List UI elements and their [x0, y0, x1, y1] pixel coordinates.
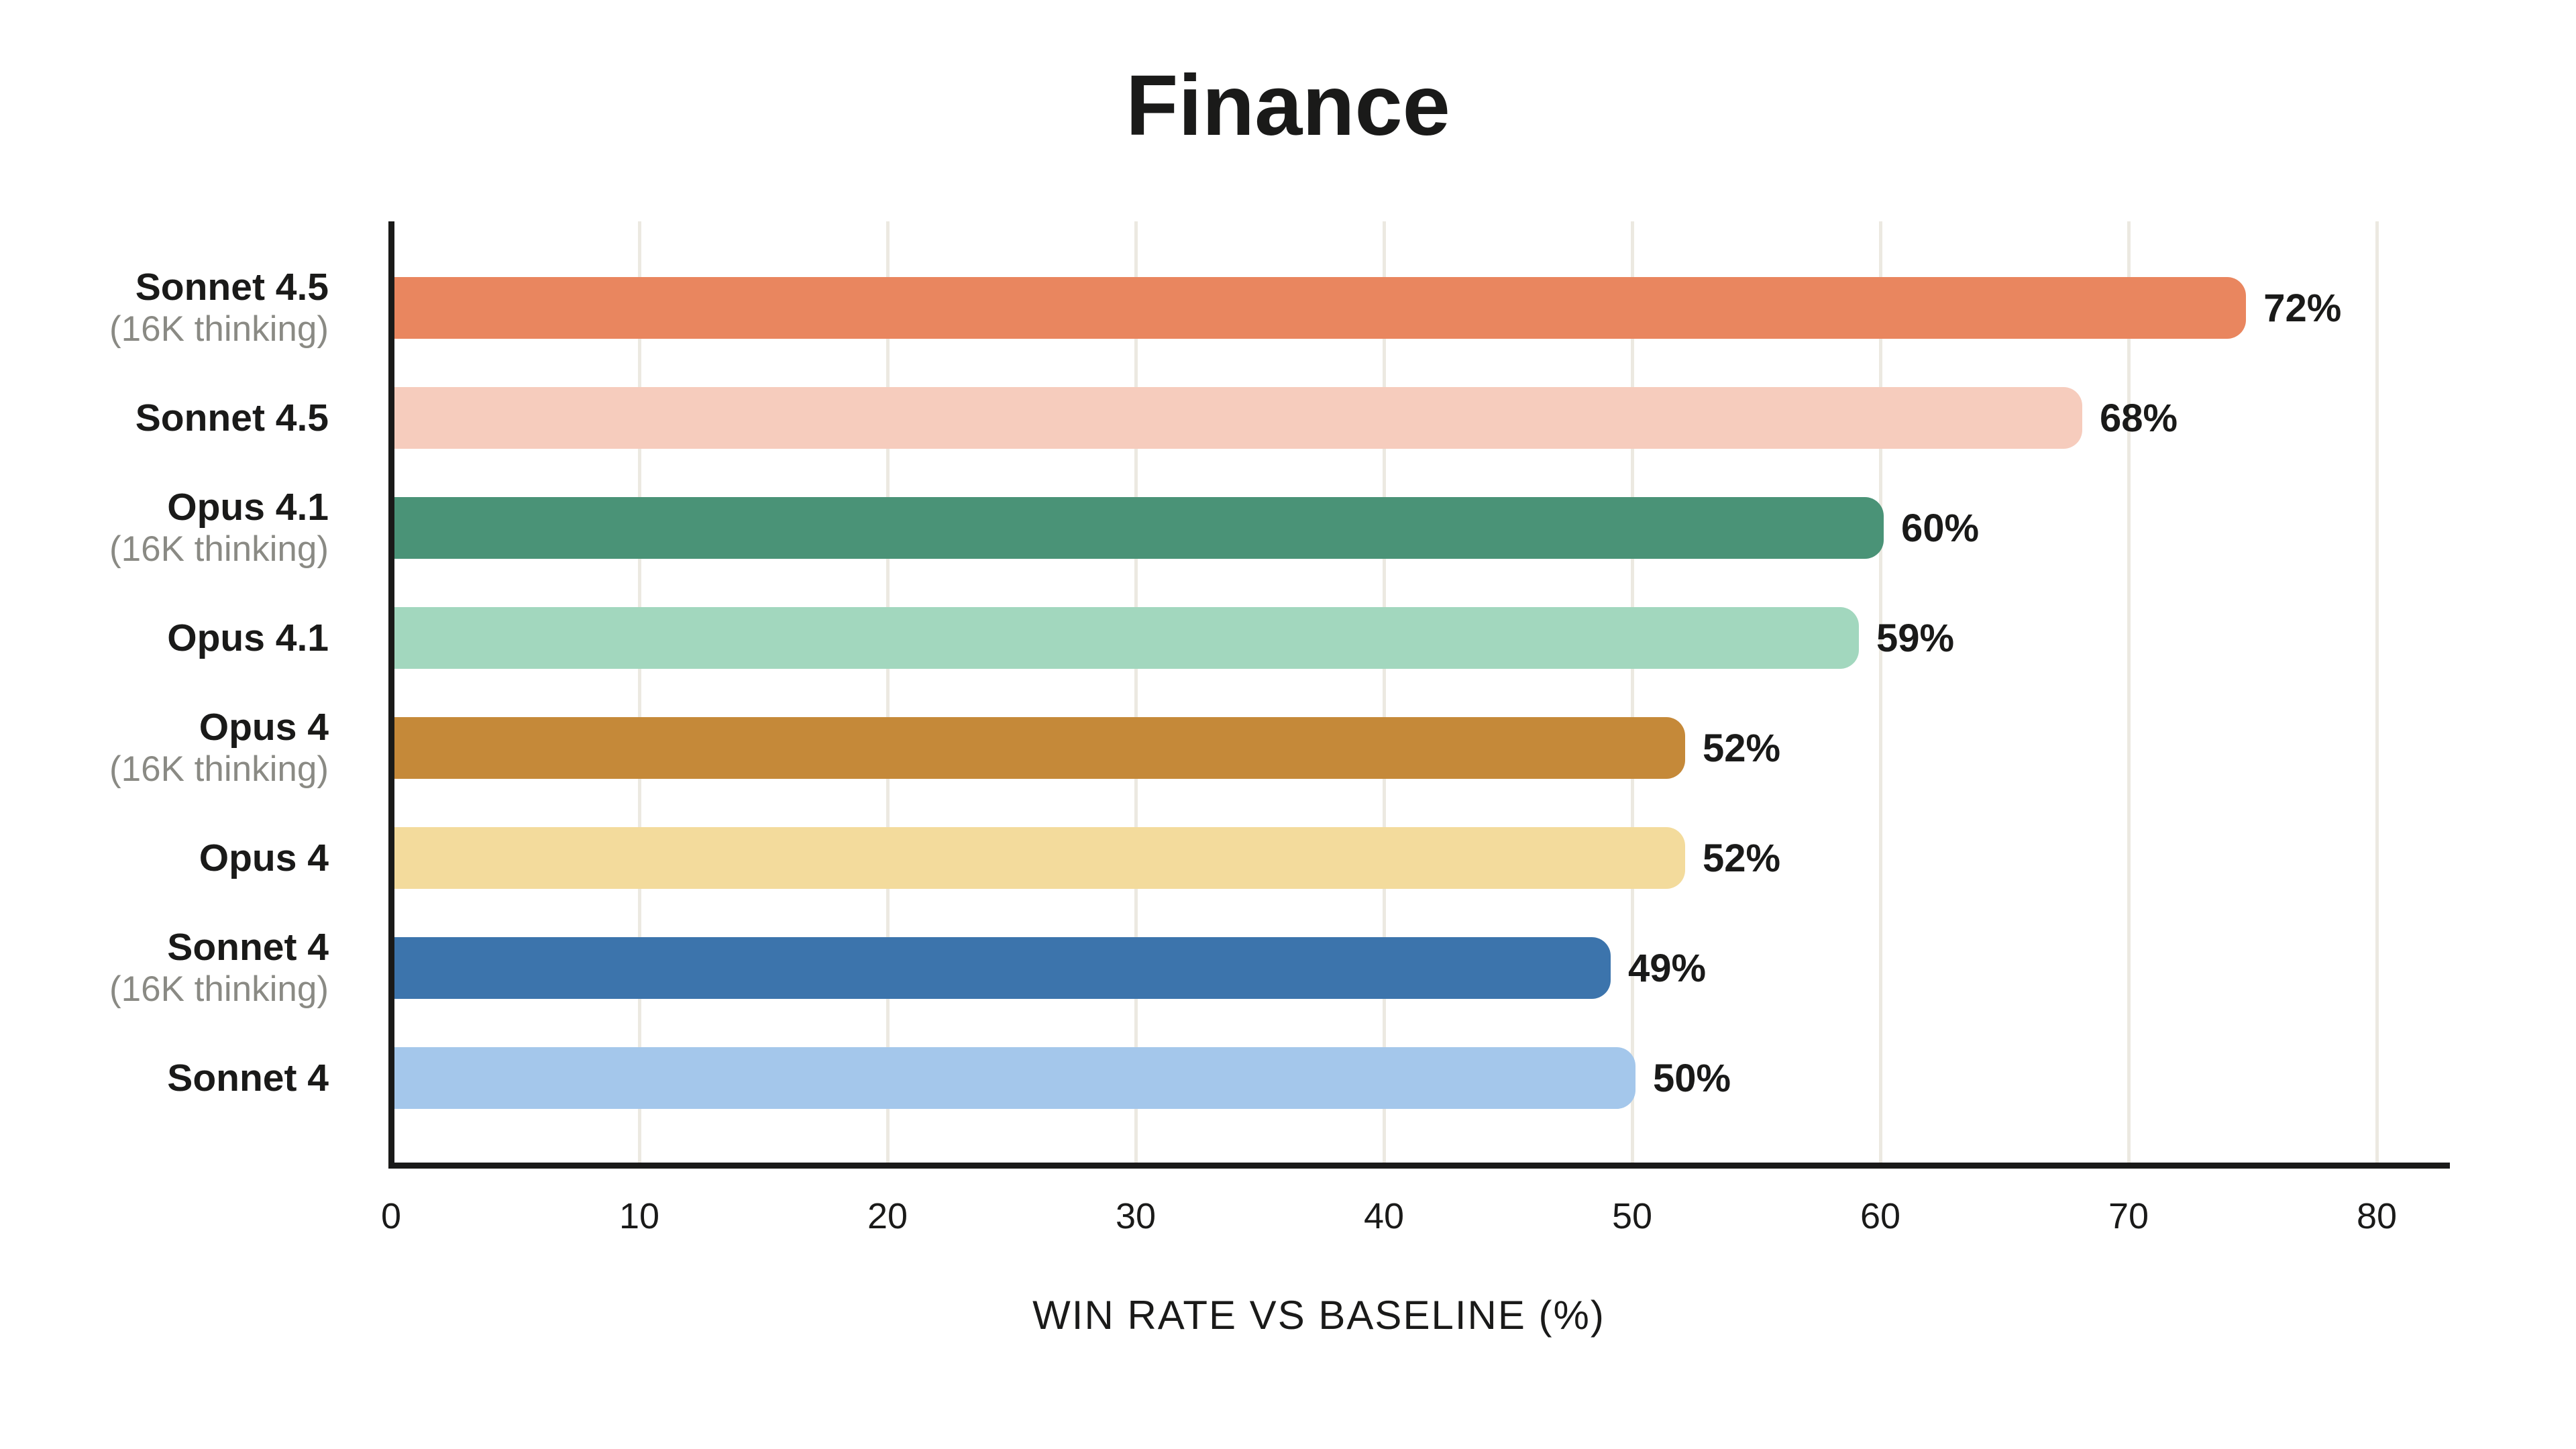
- bar-row: Opus 4.1 (16K thinking) 60%: [0, 486, 2576, 569]
- bar: [394, 827, 1685, 889]
- value-label: 49%: [1628, 946, 1707, 990]
- value-label: 50%: [1653, 1056, 1731, 1100]
- bar: [394, 497, 1884, 559]
- x-tick-label: 10: [619, 1196, 660, 1236]
- value-label: 59%: [1876, 616, 1955, 660]
- gridline-50: [1631, 221, 1634, 1163]
- y-axis-line: [388, 221, 394, 1169]
- bar: [394, 387, 2082, 449]
- model-name: Opus 4: [199, 837, 329, 879]
- category-label: Sonnet 4.5 (16K thinking): [0, 266, 329, 350]
- model-name: Sonnet 4.5: [135, 396, 329, 439]
- gridline-10: [638, 221, 641, 1163]
- gridline-30: [1134, 221, 1138, 1163]
- x-tick-label: 40: [1363, 1196, 1405, 1236]
- category-label: Opus 4: [0, 837, 329, 879]
- model-name: Opus 4: [199, 706, 329, 749]
- chart-title: Finance: [1126, 58, 1450, 154]
- bar: [394, 1047, 1635, 1109]
- bar-row: Sonnet 4 50%: [0, 1047, 2576, 1109]
- gridline-60: [1879, 221, 1882, 1163]
- bar-row: Opus 4 (16K thinking) 52%: [0, 706, 2576, 789]
- x-tick-label: 30: [1115, 1196, 1157, 1236]
- bar-row: Opus 4.1 59%: [0, 607, 2576, 669]
- model-name: Opus 4.1: [167, 486, 329, 529]
- category-label: Sonnet 4 (16K thinking): [0, 926, 329, 1010]
- bar: [394, 937, 1611, 999]
- category-label: Sonnet 4.5: [0, 396, 329, 439]
- value-label: 52%: [1703, 726, 1781, 770]
- model-name: Opus 4.1: [167, 616, 329, 659]
- value-label: 60%: [1901, 506, 1980, 550]
- value-label: 72%: [2263, 286, 2342, 330]
- x-tick-label: 60: [1860, 1196, 1901, 1236]
- x-tick-label: 50: [1611, 1196, 1653, 1236]
- model-name: Sonnet 4: [167, 926, 329, 969]
- x-tick-label: 0: [380, 1196, 402, 1236]
- bar-row: Sonnet 4 (16K thinking) 49%: [0, 926, 2576, 1009]
- bar: [394, 717, 1685, 779]
- bar: [394, 277, 2247, 339]
- model-sublabel: (16K thinking): [109, 969, 329, 1009]
- bar: [394, 607, 1859, 669]
- model-sublabel: (16K thinking): [109, 309, 329, 349]
- model-sublabel: (16K thinking): [109, 529, 329, 569]
- x-axis-title: WIN RATE VS BASELINE (%): [1032, 1293, 1605, 1338]
- bar-row: Sonnet 4.5 68%: [0, 387, 2576, 449]
- value-label: 68%: [2100, 396, 2178, 440]
- gridline-20: [886, 221, 890, 1163]
- x-tick-label: 70: [2108, 1196, 2149, 1236]
- model-name: Sonnet 4.5: [135, 266, 329, 309]
- value-label: 52%: [1703, 836, 1781, 880]
- model-sublabel: (16K thinking): [109, 749, 329, 789]
- x-axis-line: [388, 1163, 2450, 1169]
- plot-area: Sonnet 4.5 (16K thinking) 72% Sonnet 4.5…: [0, 221, 2576, 1109]
- category-label: Opus 4.1: [0, 616, 329, 659]
- category-label: Opus 4 (16K thinking): [0, 706, 329, 790]
- bar-row: Sonnet 4.5 (16K thinking) 72%: [0, 266, 2576, 349]
- x-tick-label: 20: [867, 1196, 908, 1236]
- category-label: Sonnet 4: [0, 1057, 329, 1099]
- gridline-40: [1383, 221, 1386, 1163]
- bar-row: Opus 4 52%: [0, 827, 2576, 889]
- model-name: Sonnet 4: [167, 1057, 329, 1099]
- gridline-70: [2127, 221, 2131, 1163]
- category-label: Opus 4.1 (16K thinking): [0, 486, 329, 570]
- gridline-80: [2375, 221, 2379, 1163]
- x-tick-label: 80: [2356, 1196, 2398, 1236]
